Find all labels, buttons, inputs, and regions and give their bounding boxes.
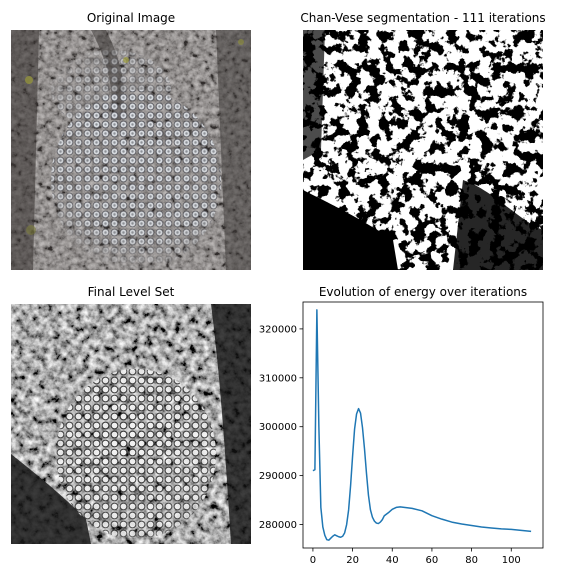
chart-title: Evolution of energy over iterations xyxy=(318,285,528,299)
energy-series-line xyxy=(312,309,532,541)
energy-chart: 0 20 40 60 80 100 280000 290000 300000 310000 3200… xyxy=(259,301,544,566)
x-tick-label: 100 xyxy=(502,555,521,566)
y-tick-label: 290000 xyxy=(259,471,297,482)
y-tick-label: 320000 xyxy=(259,324,297,335)
y-tick-label: 280000 xyxy=(259,520,297,531)
x-tick-label: 80 xyxy=(465,555,478,566)
original-image xyxy=(11,30,251,270)
x-tick-label: 40 xyxy=(386,555,399,566)
level-set-image xyxy=(11,304,251,544)
original-image-title: Original Image xyxy=(86,11,176,25)
x-tick-label: 20 xyxy=(346,555,359,566)
segmentation-image xyxy=(303,30,543,270)
y-tick-label: 310000 xyxy=(259,373,297,384)
x-tick-label: 60 xyxy=(426,555,439,566)
plot-frame xyxy=(302,301,544,549)
x-tick-label: 0 xyxy=(310,555,316,566)
y-tick-label: 300000 xyxy=(259,422,297,433)
level-set-title: Final Level Set xyxy=(87,285,175,299)
segmentation-title: Chan-Vese segmentation - 111 iterations xyxy=(300,11,546,25)
